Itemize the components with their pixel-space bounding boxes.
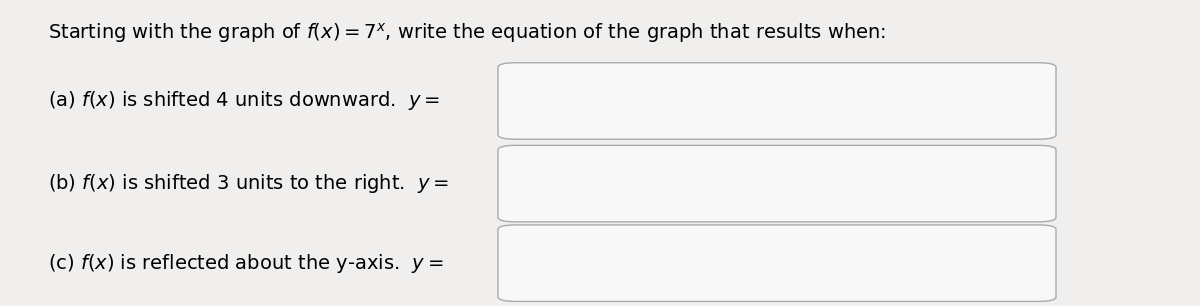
Text: (b) $f(x)$ is shifted 3 units to the right.  $y=$: (b) $f(x)$ is shifted 3 units to the rig… — [48, 172, 449, 195]
FancyBboxPatch shape — [498, 145, 1056, 222]
Text: (a) $f(x)$ is shifted 4 units downward.  $y=$: (a) $f(x)$ is shifted 4 units downward. … — [48, 89, 440, 113]
Text: Starting with the graph of $f(x) = 7^{x}$, write the equation of the graph that : Starting with the graph of $f(x) = 7^{x}… — [48, 21, 886, 45]
Text: (c) $f(x)$ is reflected about the y-axis.  $y=$: (c) $f(x)$ is reflected about the y-axis… — [48, 252, 444, 275]
FancyBboxPatch shape — [498, 63, 1056, 139]
FancyBboxPatch shape — [498, 225, 1056, 301]
